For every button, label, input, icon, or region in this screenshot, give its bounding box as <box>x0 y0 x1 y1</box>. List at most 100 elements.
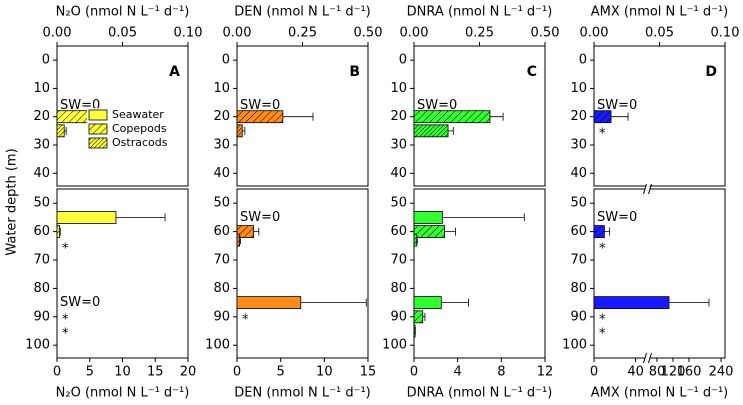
x-tick-label: 0.00 <box>400 26 429 41</box>
y-tick-label: 70 <box>213 253 230 268</box>
x-tick-label: 0 <box>53 365 61 380</box>
error-bar <box>300 298 367 307</box>
x-tick-label: 0.25 <box>288 26 317 41</box>
y-tick-label: 80 <box>33 281 50 296</box>
y-tick-label: 60 <box>33 224 50 239</box>
annotation: SW=0 <box>240 210 280 225</box>
y-tick-label: 10 <box>390 81 407 96</box>
y-tick-label: 30 <box>390 137 407 152</box>
annotation: SW=0 <box>597 210 637 225</box>
y-tick-label: 80 <box>570 281 587 296</box>
plot-frame <box>413 188 546 359</box>
x-axis-label: DNRA (nmol N L⁻¹ d⁻¹) <box>407 5 553 20</box>
x-axis-label: DEN (nmol N L⁻¹ d⁻¹) <box>234 5 370 20</box>
panel-label: C <box>527 64 537 80</box>
axis-break-top <box>643 183 652 195</box>
plot-frame <box>236 188 369 359</box>
x-tick-label: 0.50 <box>531 26 560 41</box>
y-tick-label: 10 <box>213 81 230 96</box>
x-tick-label: 0.05 <box>645 26 674 41</box>
significance-mark: * <box>599 312 606 327</box>
x-tick-label: 0.00 <box>43 26 72 41</box>
significance-mark: * <box>62 241 69 256</box>
y-tick-label: 70 <box>570 253 587 268</box>
legend-swatch <box>88 109 108 121</box>
y-tick-label: 20 <box>33 109 50 124</box>
bar <box>413 225 445 239</box>
significance-mark: * <box>62 327 69 342</box>
x-tick-label: 15 <box>147 365 164 380</box>
y-tick-label: 70 <box>390 253 407 268</box>
x-axis-label: AMX (nmol N L⁻¹ d⁻¹) <box>591 5 729 20</box>
y-tick-label: 50 <box>213 196 230 211</box>
y-tick-label: 80 <box>213 281 230 296</box>
y-tick-label: 20 <box>213 109 230 124</box>
legend-label: Ostracods <box>112 136 168 149</box>
error-bar <box>416 236 418 245</box>
significance-mark: * <box>599 241 606 256</box>
y-tick-label: 10 <box>570 81 587 96</box>
y-tick-label: 30 <box>570 137 587 152</box>
error-bar <box>489 112 504 121</box>
bar <box>236 233 241 247</box>
error-bar <box>422 312 426 321</box>
x-tick-label: 10 <box>114 365 131 380</box>
y-tick-label: 100 <box>25 338 50 353</box>
x-tick-label: 240 <box>709 365 734 380</box>
legend-label: Copepods <box>112 122 167 135</box>
x-axis-label: DNRA (nmol N L⁻¹ d⁻¹) <box>407 386 553 401</box>
bar <box>593 225 605 239</box>
bar <box>56 225 61 239</box>
x-axis-label: DEN (nmol N L⁻¹ d⁻¹) <box>234 386 370 401</box>
x-tick-label: 0.00 <box>223 26 252 41</box>
error-bar <box>611 112 629 121</box>
y-tick-label: 40 <box>33 166 50 181</box>
x-tick-label: 8 <box>497 365 505 380</box>
y-tick-label: 70 <box>33 253 50 268</box>
y-tick-label: 90 <box>390 309 407 324</box>
significance-mark: * <box>599 327 606 342</box>
y-tick-label: 0 <box>222 53 230 68</box>
error-bar <box>441 298 469 307</box>
y-tick-label: 0 <box>399 53 407 68</box>
y-tick-label: 100 <box>382 338 407 353</box>
error-bar <box>448 126 454 135</box>
error-bar <box>253 227 260 236</box>
y-tick-label: 60 <box>213 224 230 239</box>
x-tick-label: 0.10 <box>174 26 203 41</box>
y-tick-label: 50 <box>33 196 50 211</box>
x-tick-label: 160 <box>677 365 702 380</box>
y-tick-label: 10 <box>33 81 50 96</box>
axis-break-top <box>645 184 650 194</box>
y-tick-label: 40 <box>213 166 230 181</box>
bar <box>413 310 424 324</box>
bar <box>236 296 302 310</box>
x-tick-label: 20 <box>180 365 197 380</box>
y-tick-label: 20 <box>390 109 407 124</box>
annotation: SW=0 <box>597 98 637 113</box>
x-tick-label: 80 <box>649 365 666 380</box>
x-axis-label: N₂O (nmol N L⁻¹ d⁻¹) <box>56 5 190 20</box>
y-axis-label: Water depth (m) <box>5 148 20 255</box>
bar <box>413 296 442 310</box>
y-tick-label: 30 <box>213 137 230 152</box>
significance-mark: * <box>62 312 69 327</box>
y-tick-label: 50 <box>570 196 587 211</box>
y-tick-label: 40 <box>390 166 407 181</box>
y-tick-label: 0 <box>42 53 50 68</box>
x-tick-label: 0.10 <box>711 26 740 41</box>
x-tick-label: 120 <box>661 365 686 380</box>
y-tick-label: 20 <box>570 109 587 124</box>
y-tick-label: 90 <box>570 309 587 324</box>
error-bar <box>444 227 456 236</box>
bar <box>413 233 418 247</box>
x-tick-label: 0 <box>233 365 241 380</box>
x-tick-label: 5 <box>277 365 285 380</box>
x-axis-label: AMX (nmol N L⁻¹ d⁻¹) <box>591 386 729 401</box>
bar <box>236 124 243 138</box>
error-bar <box>239 236 241 245</box>
bar <box>593 296 670 310</box>
x-tick-label: 0.05 <box>108 26 137 41</box>
error-bar <box>604 227 610 236</box>
